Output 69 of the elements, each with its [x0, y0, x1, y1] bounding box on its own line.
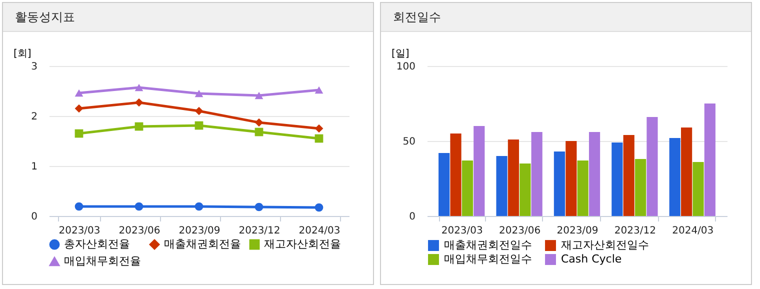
point [194, 202, 204, 211]
point [314, 124, 324, 133]
bar [566, 141, 577, 216]
x-tick-label: 2023/06 [499, 226, 541, 236]
legend-label: 매입채무회전율 [64, 254, 141, 268]
bar [588, 132, 600, 216]
bar [669, 138, 680, 216]
y-tick-label: 1 [31, 162, 38, 172]
x-tick-label: 2023/06 [118, 226, 160, 236]
legend-label: Cash Cycle [561, 252, 622, 266]
x-tick-label: 2023/03 [441, 226, 483, 236]
y-tick-label: 100 [396, 62, 416, 72]
bar [496, 156, 508, 216]
point [254, 202, 264, 212]
bar [692, 162, 704, 216]
legend-label: 재고자산회전일수 [561, 238, 649, 252]
y-tick-label: 3 [31, 62, 38, 72]
bar [623, 135, 634, 216]
point [314, 134, 324, 143]
x-tick-label: 2024/03 [672, 226, 714, 236]
bar [612, 142, 623, 216]
legend-label: 매출채권회전율 [164, 238, 241, 251]
point [194, 121, 204, 130]
bar [634, 159, 646, 216]
x-tick-label: 2023/03 [58, 226, 100, 236]
x-tick-label: 2023/12 [614, 226, 656, 236]
bar [450, 134, 462, 216]
y-tick-label: 0 [409, 212, 416, 222]
x-tick-label: 2023/09 [178, 226, 220, 236]
point [134, 98, 144, 107]
bar [508, 140, 520, 216]
chart-title: 활동성지표 [3, 3, 373, 32]
chart-title: 회전일수 [381, 3, 751, 32]
y-tick-label: 2 [31, 112, 38, 122]
y-axis-title: [일] [392, 48, 410, 60]
point [194, 106, 204, 116]
bar [577, 160, 588, 216]
legend-label: 재고자산회전율 [264, 238, 341, 251]
point [194, 90, 204, 98]
legend-label: 매입채무회전일수 [444, 252, 532, 266]
x-tick-label: 2024/03 [298, 226, 340, 236]
point [74, 89, 84, 97]
point [74, 129, 84, 138]
bar [462, 160, 474, 216]
point [134, 202, 144, 211]
point [134, 84, 144, 92]
bar [646, 117, 658, 216]
legend-label: 매출채권회전일수 [444, 238, 532, 252]
bar [520, 164, 531, 216]
y-tick-label: 0 [31, 212, 38, 222]
bar [438, 153, 450, 216]
point [134, 122, 144, 131]
bar [704, 104, 716, 216]
point [74, 202, 84, 211]
point [254, 118, 264, 127]
point [314, 203, 324, 212]
y-tick-label: 50 [402, 136, 416, 148]
x-tick-label: 2023/09 [556, 226, 598, 236]
legend-label: 총자산회전율 [64, 238, 130, 251]
x-tick-label: 2023/12 [238, 226, 280, 236]
point [314, 86, 324, 94]
bar [474, 126, 485, 216]
bar [554, 152, 566, 216]
point [254, 92, 264, 100]
y-axis-title: [회] [14, 48, 32, 60]
bar [680, 128, 692, 216]
point [74, 104, 84, 113]
point [254, 128, 264, 136]
bar [531, 132, 542, 216]
